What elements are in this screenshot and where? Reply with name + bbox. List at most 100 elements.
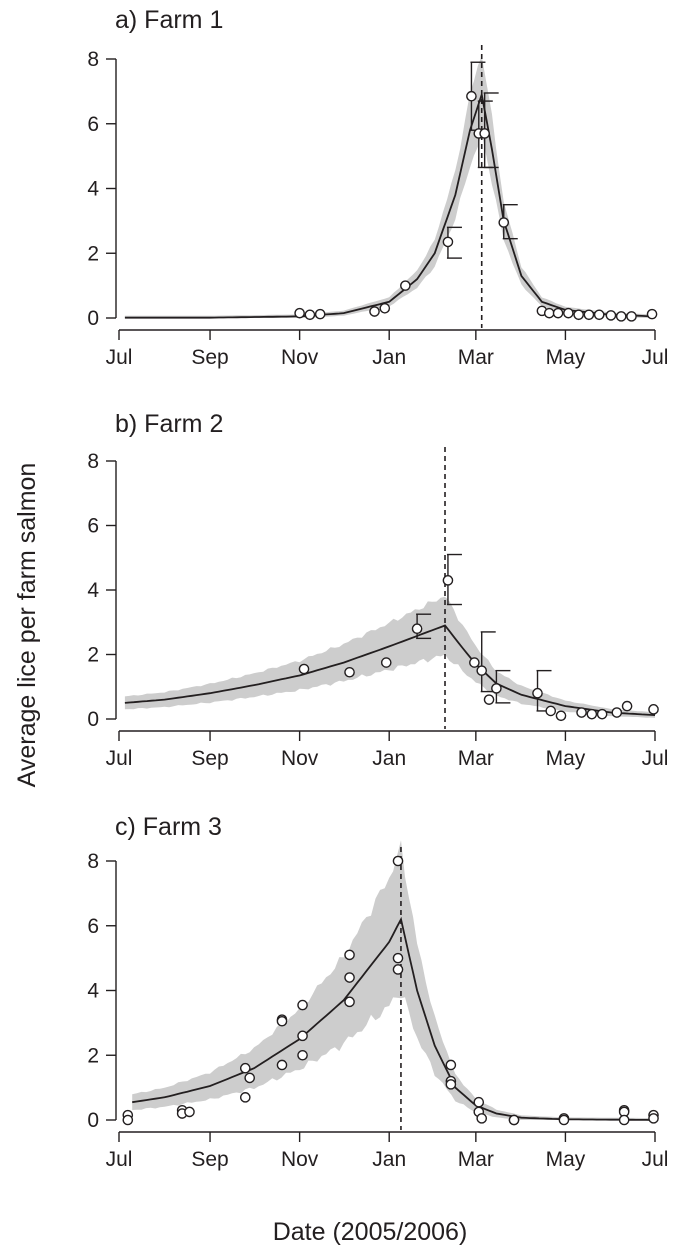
confidence-band bbox=[124, 56, 655, 318]
data-point bbox=[314, 308, 326, 320]
x-tick-label: Jul bbox=[106, 346, 133, 369]
y-tick-label: 2 bbox=[87, 242, 99, 265]
y-tick-label: 2 bbox=[87, 1044, 99, 1067]
data-point bbox=[344, 666, 355, 678]
data-point bbox=[297, 1049, 308, 1061]
data-point bbox=[469, 657, 480, 668]
data-point bbox=[392, 964, 404, 975]
panel-2: b) Farm 2 0 2 4 6 8 Jul Sep Nov Jan Mar May Jul bbox=[87, 410, 668, 770]
data-point bbox=[304, 309, 316, 321]
data-point bbox=[483, 694, 495, 705]
x-tick-label: Nov bbox=[281, 346, 319, 369]
data-point bbox=[445, 1079, 457, 1090]
panels: a) Farm 1 0 2 4 6 8 Jul Sep Nov Jan Mar May Jul b) Fa… bbox=[87, 6, 668, 1171]
data-point bbox=[498, 217, 510, 228]
data-point bbox=[532, 687, 543, 699]
x-tick-label: Jul bbox=[106, 1148, 133, 1171]
x-tick-label: Jul bbox=[642, 1148, 669, 1171]
y-tick-label: 4 bbox=[87, 178, 99, 201]
data-point bbox=[621, 700, 633, 712]
data-point bbox=[596, 708, 608, 720]
data-point bbox=[445, 1059, 457, 1071]
y-tick-label: 4 bbox=[87, 980, 99, 1003]
data-point bbox=[555, 710, 567, 722]
data-point bbox=[344, 972, 355, 983]
data-point bbox=[648, 704, 659, 715]
data-point bbox=[369, 306, 380, 317]
data-point bbox=[573, 309, 584, 321]
data-point bbox=[276, 1015, 288, 1027]
x-tick-label: Sep bbox=[191, 346, 228, 369]
x-tick-label: Mar bbox=[458, 747, 494, 770]
x-tick-label: Nov bbox=[281, 1148, 319, 1171]
data-point bbox=[558, 1114, 570, 1126]
data-point bbox=[466, 90, 477, 102]
x-tick-label: Nov bbox=[281, 747, 319, 770]
x-axis-label: Date (2005/2006) bbox=[273, 1218, 468, 1246]
confidence-band bbox=[124, 596, 655, 718]
data-point bbox=[646, 308, 658, 320]
y-tick-label: 0 bbox=[87, 1109, 99, 1132]
data-point bbox=[400, 280, 411, 291]
x-tick-label: Jan bbox=[372, 1148, 406, 1171]
data-point bbox=[508, 1114, 520, 1126]
data-point bbox=[294, 307, 305, 319]
x-tick-label: Jul bbox=[106, 747, 133, 770]
data-point bbox=[563, 307, 574, 319]
x-tick-label: May bbox=[546, 346, 586, 369]
data-point bbox=[392, 855, 404, 867]
y-tick-label: 2 bbox=[87, 644, 99, 667]
x-tick-label: May bbox=[546, 747, 586, 770]
data-point bbox=[605, 310, 617, 321]
x-tick-label: Jan bbox=[372, 346, 406, 369]
y-tick-label: 8 bbox=[87, 850, 99, 873]
data-point bbox=[648, 1113, 659, 1124]
data-point bbox=[593, 309, 605, 321]
data-point bbox=[545, 705, 557, 717]
y-tick-label: 8 bbox=[87, 48, 99, 71]
panel-3: c) Farm 3 0 2 4 6 8 Jul Sep Nov Jan Mar May Jul bbox=[87, 813, 668, 1171]
panel-1: a) Farm 1 0 2 4 6 8 Jul Sep Nov Jan Mar May Jul bbox=[87, 6, 668, 369]
data-point bbox=[618, 1114, 630, 1126]
data-point bbox=[473, 1096, 485, 1108]
y-tick-label: 0 bbox=[87, 708, 99, 731]
data-point bbox=[184, 1106, 195, 1118]
data-point bbox=[476, 665, 488, 676]
panel-title: a) Farm 1 bbox=[115, 6, 223, 34]
confidence-band bbox=[132, 840, 655, 1120]
x-tick-label: Mar bbox=[458, 346, 494, 369]
data-point bbox=[380, 657, 392, 668]
data-point bbox=[615, 311, 627, 322]
x-tick-label: Sep bbox=[191, 1148, 228, 1171]
data-point bbox=[552, 307, 564, 319]
data-point bbox=[491, 683, 502, 694]
x-tick-label: May bbox=[546, 1148, 586, 1171]
data-point bbox=[586, 708, 598, 720]
y-tick-label: 6 bbox=[87, 515, 99, 538]
data-point bbox=[392, 952, 404, 964]
y-tick-label: 4 bbox=[87, 579, 99, 602]
model-fit-line bbox=[124, 624, 656, 716]
x-tick-label: Mar bbox=[458, 1148, 494, 1171]
data-point bbox=[297, 999, 308, 1011]
y-tick-label: 6 bbox=[87, 915, 99, 938]
y-tick-label: 8 bbox=[87, 450, 99, 473]
x-tick-label: Jul bbox=[642, 747, 669, 770]
panel-title: c) Farm 3 bbox=[115, 813, 222, 841]
data-point bbox=[122, 1114, 134, 1126]
data-point bbox=[442, 575, 454, 586]
y-axis-label: Average lice per farm salmon bbox=[13, 463, 41, 788]
data-point bbox=[344, 949, 355, 961]
data-point bbox=[298, 663, 310, 675]
data-point bbox=[476, 1113, 488, 1124]
x-tick-label: Jan bbox=[372, 747, 406, 770]
data-point bbox=[244, 1072, 255, 1084]
panel-title: b) Farm 2 bbox=[115, 410, 223, 438]
data-point bbox=[297, 1030, 308, 1042]
y-tick-label: 6 bbox=[87, 113, 99, 136]
data-point bbox=[479, 128, 490, 139]
data-point bbox=[276, 1059, 288, 1071]
data-point bbox=[411, 623, 423, 635]
data-point bbox=[611, 707, 623, 718]
